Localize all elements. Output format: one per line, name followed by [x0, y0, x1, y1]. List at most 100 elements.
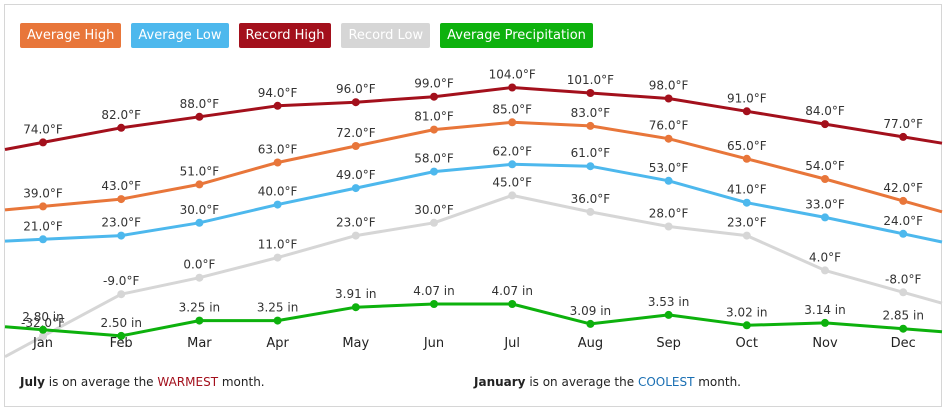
data-label-record-high-jan: 74.0°F [23, 122, 63, 136]
data-label-average-high-jan: 39.0°F [23, 186, 63, 200]
point-average-precipitation-nov [821, 318, 829, 327]
coolest-mid: is on average the [525, 375, 638, 389]
warmest-month: July [20, 375, 45, 389]
point-average-low-apr [273, 200, 282, 209]
data-label-record-low-sep: 28.0°F [649, 207, 689, 221]
point-record-low-jul [508, 191, 517, 200]
point-average-precipitation-jan [39, 325, 47, 334]
data-label-record-low-jul: 45.0°F [492, 175, 532, 189]
data-label-record-high-oct: 91.0°F [727, 91, 767, 105]
point-average-low-nov [821, 213, 829, 222]
data-label-average-precipitation-aug: 3.09 in [570, 304, 611, 318]
data-label-average-high-jun: 81.0°F [414, 110, 454, 124]
point-record-low-oct [742, 231, 751, 240]
point-average-precipitation-jul [508, 300, 517, 308]
data-label-average-low-sep: 53.0°F [649, 161, 689, 175]
data-label-average-precipitation-jul: 4.07 in [491, 284, 532, 298]
point-record-high-jan [39, 138, 47, 147]
data-label-average-precipitation-feb: 2.50 in [100, 316, 141, 330]
data-label-average-high-jul: 85.0°F [492, 102, 532, 116]
data-label-record-low-feb: -9.0°F [103, 274, 139, 288]
point-average-precipitation-jun [430, 300, 438, 308]
series-line-average-precipitation [4, 302, 943, 338]
point-record-high-may [351, 98, 360, 107]
point-average-low-mar [195, 218, 204, 227]
data-label-average-high-may: 72.0°F [336, 126, 376, 140]
point-average-low-jul [508, 160, 517, 169]
data-label-average-low-apr: 40.0°F [258, 185, 298, 199]
data-label-record-low-dec: -8.0°F [885, 272, 921, 286]
warmest-mid: is on average the [44, 375, 158, 389]
legend-record-high[interactable]: Record High [238, 23, 332, 48]
point-average-precipitation-dec [899, 324, 908, 333]
point-average-high-aug [586, 121, 595, 130]
point-average-low-dec [899, 229, 908, 238]
data-label-average-precipitation-nov: 3.14 in [804, 303, 845, 317]
point-record-low-nov [821, 266, 829, 275]
data-label-average-low-nov: 33.0°F [805, 197, 845, 211]
data-label-average-high-nov: 54.0°F [805, 159, 845, 173]
data-label-average-low-jun: 58.0°F [414, 152, 454, 166]
data-label-average-low-dec: 24.0°F [883, 214, 923, 228]
point-average-high-mar [195, 180, 204, 189]
warmest-end: month. [218, 375, 265, 389]
point-record-low-apr [273, 253, 282, 262]
legend-average-precipitation[interactable]: Average Precipitation [440, 23, 593, 48]
warmest-note: July is on average the WARMEST month. [20, 375, 265, 389]
data-label-average-low-jul: 62.0°F [492, 144, 532, 158]
legend-record-low[interactable]: Record Low [341, 23, 431, 48]
data-label-average-precipitation-mar: 3.25 in [179, 301, 220, 315]
data-label-average-low-feb: 23.0°F [101, 216, 141, 230]
point-record-high-jun [430, 92, 438, 101]
point-record-low-may [351, 231, 360, 240]
legend-average-low[interactable]: Average Low [131, 23, 229, 48]
point-average-high-may [351, 142, 360, 150]
point-average-high-jul [508, 118, 517, 127]
point-average-high-oct [742, 154, 751, 163]
point-average-precipitation-may [351, 303, 360, 312]
data-label-average-low-oct: 41.0°F [727, 183, 767, 197]
point-record-low-jan [39, 332, 47, 341]
point-average-high-dec [899, 196, 908, 205]
point-record-high-feb [117, 123, 126, 132]
x-tick-label-apr: Apr [266, 336, 289, 351]
data-label-record-high-jun: 99.0°F [414, 77, 454, 91]
x-tick-label-mar: Mar [187, 336, 212, 351]
point-record-high-aug [586, 89, 595, 97]
data-label-average-precipitation-jan: 2.80 in [22, 310, 63, 324]
point-record-low-mar [195, 273, 204, 282]
point-average-low-may [351, 184, 360, 193]
data-label-average-high-feb: 43.0°F [101, 179, 141, 193]
data-label-record-high-sep: 98.0°F [649, 79, 689, 93]
data-label-record-low-mar: 0.0°F [183, 258, 215, 272]
data-label-average-high-oct: 65.0°F [727, 139, 767, 153]
coolest-month: January [474, 375, 526, 389]
point-average-low-feb [117, 231, 126, 240]
coolest-word: COOLEST [637, 375, 695, 389]
x-tick-label-jun: Jun [423, 336, 444, 351]
data-label-record-low-may: 23.0°F [336, 216, 376, 230]
point-average-high-feb [117, 195, 126, 204]
data-label-record-high-jul: 104.0°F [489, 68, 536, 82]
point-average-precipitation-apr [273, 316, 282, 325]
data-label-record-low-jan: -32.0°F [21, 316, 65, 330]
x-tick-label-sep: Sep [656, 336, 681, 351]
series-line-record-high [4, 86, 943, 151]
data-label-average-low-mar: 30.0°F [180, 203, 220, 217]
data-label-average-high-mar: 51.0°F [180, 164, 220, 178]
data-label-average-precipitation-may: 3.91 in [335, 287, 376, 301]
data-label-average-high-apr: 63.0°F [258, 143, 298, 157]
point-record-high-sep [664, 94, 673, 103]
point-record-high-jul [508, 83, 517, 92]
x-tick-label-jul: Jul [503, 336, 520, 351]
x-tick-label-oct: Oct [736, 336, 758, 351]
data-label-record-low-jun: 30.0°F [414, 203, 454, 217]
data-label-average-low-aug: 61.0°F [571, 146, 611, 160]
point-average-high-sep [664, 134, 673, 143]
legend-average-high[interactable]: Average High [20, 23, 122, 48]
point-average-high-jun [430, 125, 438, 134]
point-record-high-apr [273, 101, 282, 110]
point-average-high-nov [821, 175, 829, 183]
data-label-record-high-mar: 88.0°F [180, 97, 220, 111]
